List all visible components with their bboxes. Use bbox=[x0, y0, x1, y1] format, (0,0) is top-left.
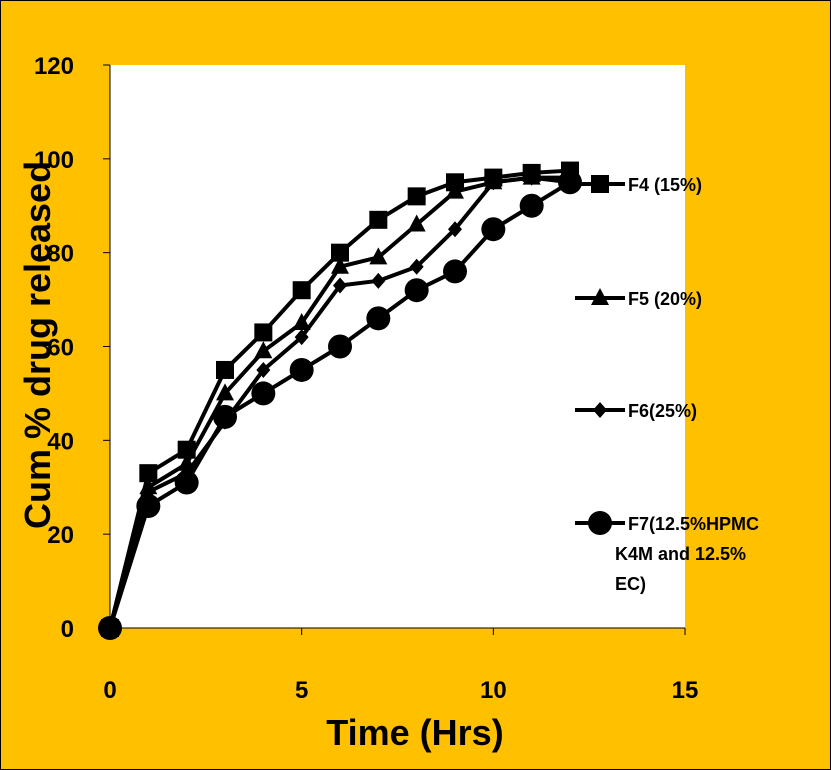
legend-marker-1 bbox=[591, 175, 609, 193]
data-point-series-2 bbox=[331, 256, 349, 274]
data-point-series-3 bbox=[256, 361, 271, 378]
data-point-series-1 bbox=[369, 210, 388, 229]
data-point-series-3 bbox=[486, 174, 501, 191]
data-point-series-3 bbox=[409, 258, 424, 275]
legend-marker-4 bbox=[588, 511, 612, 535]
data-point-series-4 bbox=[136, 494, 161, 519]
data-point-series-4 bbox=[443, 259, 467, 284]
data-point-series-4 bbox=[519, 193, 544, 218]
legend-marker-2 bbox=[591, 288, 609, 305]
data-point-series-2 bbox=[407, 214, 426, 232]
data-point-series-3 bbox=[371, 272, 386, 289]
legend-label-2: F5 (20%) bbox=[628, 289, 702, 309]
data-point-series-3 bbox=[333, 277, 347, 294]
data-point-series-4 bbox=[558, 170, 582, 195]
x-tick-label: 10 bbox=[480, 677, 507, 704]
data-point-series-4 bbox=[98, 616, 122, 640]
data-point-series-4 bbox=[213, 404, 237, 429]
x-axis-title: Time (Hrs) bbox=[326, 712, 503, 753]
data-point-series-1 bbox=[407, 187, 426, 206]
legend-label-3: F6(25%) bbox=[628, 401, 697, 421]
data-point-series-4 bbox=[481, 217, 506, 242]
data-point-series-2 bbox=[369, 247, 388, 265]
data-point-series-4 bbox=[251, 381, 276, 406]
data-point-series-1 bbox=[216, 360, 234, 379]
y-tick-label: 20 bbox=[47, 522, 74, 549]
y-tick-label: 100 bbox=[34, 147, 74, 174]
y-tick-label: 120 bbox=[34, 53, 74, 80]
data-point-series-2 bbox=[446, 181, 464, 199]
y-tick-label: 0 bbox=[61, 616, 74, 643]
data-point-series-3 bbox=[524, 169, 539, 186]
y-tick-label: 60 bbox=[47, 335, 74, 362]
data-point-series-1 bbox=[331, 243, 349, 262]
x-tick-label: 15 bbox=[672, 677, 699, 704]
data-point-series-2 bbox=[254, 341, 273, 359]
y-tick-label: 40 bbox=[47, 428, 74, 455]
y-axis-title: Cum % drug released bbox=[17, 161, 58, 529]
data-point-series-4 bbox=[328, 334, 352, 359]
data-point-series-2 bbox=[216, 383, 234, 401]
data-point-series-4 bbox=[404, 278, 429, 303]
data-point-series-1 bbox=[292, 281, 311, 300]
x-tick-label: 5 bbox=[295, 677, 308, 704]
legend-marker-3 bbox=[593, 402, 607, 418]
data-point-series-1 bbox=[139, 464, 158, 483]
data-point-series-4 bbox=[289, 357, 314, 382]
data-point-series-3 bbox=[448, 221, 462, 238]
data-point-series-3 bbox=[294, 329, 309, 346]
plot-area bbox=[110, 65, 685, 628]
legend-label-1: F4 (15%) bbox=[628, 175, 702, 195]
data-point-series-1 bbox=[254, 323, 273, 342]
x-tick-label: 0 bbox=[103, 677, 116, 704]
data-point-series-4 bbox=[174, 470, 199, 495]
legend-label-4: F7(12.5%HPMC K4M and 12.5% EC) bbox=[615, 514, 759, 594]
data-point-series-4 bbox=[366, 306, 391, 331]
data-point-series-2 bbox=[292, 313, 311, 331]
y-tick-label: 80 bbox=[47, 241, 74, 268]
